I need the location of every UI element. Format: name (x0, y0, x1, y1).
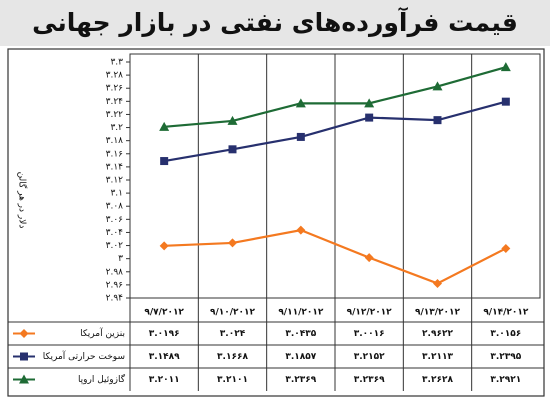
x-tick-label: ۹/۱۲/۲۰۱۲ (347, 308, 393, 318)
value-label: ۳.۲۱۱۳ (422, 352, 453, 362)
y-tick-label: ۳.۱۴ (106, 162, 124, 172)
y-tick-label: ۳.۲۶ (106, 84, 124, 94)
value-label: ۳.۰۱۵۶ (490, 329, 521, 339)
x-tick-label: ۹/۱۰/۲۰۱۲ (210, 308, 256, 318)
value-label: ۳.۲۳۹۵ (490, 352, 521, 362)
marker (20, 352, 28, 361)
marker (228, 145, 237, 154)
marker (296, 225, 306, 235)
y-tick-label: ۳.۰۴ (106, 228, 124, 238)
marker (19, 374, 29, 384)
value-label: ۳.۲۹۲۱ (490, 375, 521, 385)
value-label: ۳.۱۴۸۹ (149, 352, 180, 362)
value-label: ۳.۱۸۵۷ (285, 352, 316, 362)
marker (501, 243, 511, 253)
value-label: ۲.۹۶۲۲ (422, 329, 453, 339)
series-line (164, 66, 507, 128)
marker (159, 121, 170, 131)
marker (432, 81, 443, 91)
marker (296, 132, 305, 141)
value-label: ۳.۰۰۱۶ (354, 329, 385, 339)
y-axis-label: دلار در هر گالن (17, 172, 29, 229)
marker (160, 157, 169, 166)
x-tick-label: ۹/۷/۲۰۱۲ (144, 308, 184, 318)
y-tick-label: ۳.۱۲ (106, 176, 124, 186)
series-line (163, 100, 507, 163)
y-tick-label: ۲.۹۸ (106, 267, 124, 277)
y-tick-label: ۳.۰۸ (106, 202, 124, 212)
chart-title: قیمت فرآورده‌های نفتی در بازار جهانی (32, 7, 518, 38)
legend-label: گازوئیل اروپا (78, 373, 126, 385)
value-label: ۳.۰۲۴ (220, 329, 246, 339)
marker (227, 115, 238, 125)
y-tick-label: ۳.۲۲ (106, 110, 124, 120)
chart-frame (7, 48, 545, 397)
series-line (164, 229, 507, 285)
y-tick-label: ۳.۲ (110, 123, 123, 133)
y-tick-label: ۳.۰۲ (106, 241, 124, 251)
y-tick-label: ۳ (118, 254, 123, 264)
y-tick-label: ۲.۹۴ (106, 294, 124, 304)
value-label: ۳.۰۱۹۶ (149, 329, 180, 339)
value-label: ۳.۲۳۶۹ (354, 375, 385, 385)
marker (159, 241, 169, 251)
x-tick-label: ۹/۱۳/۲۰۱۲ (415, 308, 461, 318)
value-label: ۳.۲۱۵۲ (354, 352, 385, 362)
y-tick-label: ۳.۲۴ (106, 97, 124, 107)
y-tick-label: ۳.۰۶ (106, 215, 124, 225)
value-label: ۳.۲۶۲۸ (422, 375, 453, 385)
marker (295, 98, 306, 108)
value-label: ۳.۱۶۶۸ (217, 352, 248, 362)
y-tick-label: ۳.۱۶ (106, 149, 124, 159)
marker (365, 113, 374, 122)
marker (364, 253, 374, 263)
y-tick-label: ۳.۲۸ (106, 71, 124, 81)
y-tick-label: ۳.۳ (110, 58, 123, 68)
marker (364, 98, 375, 108)
marker (501, 97, 510, 106)
title-banner (0, 0, 550, 46)
x-tick-label: ۹/۱۴/۲۰۱۲ (483, 308, 529, 318)
y-tick-label: ۳.۱۸ (106, 136, 124, 146)
legend-label: سوخت حرارتی آمریکا (43, 350, 125, 362)
marker (228, 238, 237, 248)
x-tick-label: ۹/۱۱/۲۰۱۲ (278, 308, 324, 318)
value-label: ۳.۲۰۱۱ (149, 375, 180, 385)
legend-label: بنزین آمریکا (80, 327, 125, 339)
value-label: ۳.۰۴۳۵ (285, 329, 316, 339)
marker (500, 62, 511, 72)
y-tick-label: ۳.۱ (110, 189, 123, 199)
marker (433, 116, 442, 125)
value-label: ۳.۲۳۶۹ (285, 375, 316, 385)
y-tick-label: ۲.۹۶ (106, 280, 124, 290)
marker (433, 278, 442, 288)
marker (19, 329, 29, 338)
value-label: ۳.۲۱۰۱ (217, 375, 248, 385)
